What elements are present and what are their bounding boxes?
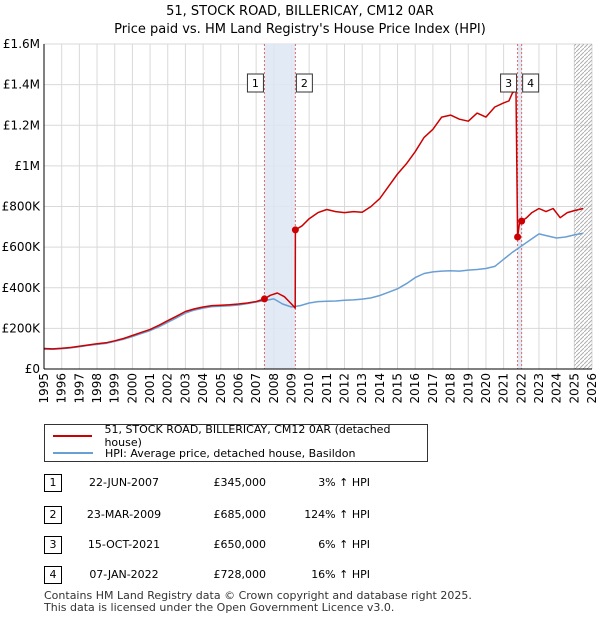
x-tick-label: 2009 <box>284 373 298 404</box>
transaction-price: £728,000 <box>213 568 267 581</box>
transaction-hpi-change: 6% ↑ HPI <box>318 538 370 551</box>
marker-label-box <box>246 73 264 93</box>
x-tick-label: 2004 <box>196 373 210 404</box>
shaded-period <box>517 44 522 369</box>
y-tick-label: £1.6M <box>3 37 40 51</box>
transaction-price: £650,000 <box>213 538 267 551</box>
hatched-region <box>574 44 592 369</box>
marker-label: 3 <box>505 77 512 90</box>
transaction-row: 2 23-MAR-2009 £685,000 124% ↑ HPI <box>0 506 600 526</box>
sale-point <box>260 295 268 303</box>
transaction-date: 07-JAN-2022 <box>89 568 159 581</box>
transaction-number: 3 <box>44 536 62 554</box>
x-tick-label: 2023 <box>532 373 546 404</box>
shaded-period <box>264 44 296 369</box>
x-tick-label: 2001 <box>143 373 157 404</box>
x-tick-label: 2018 <box>444 373 458 404</box>
x-tick-label: 2016 <box>408 373 422 404</box>
footer-line: Contains HM Land Registry data © Crown c… <box>44 589 472 602</box>
legend-item-hpi: HPI: Average price, detached house, Basi… <box>53 445 355 461</box>
y-tick-label: £600K <box>2 240 42 254</box>
x-tick-label: 2006 <box>231 373 245 404</box>
legend-item-property: 51, STOCK ROAD, BILLERICAY, CM12 0AR (de… <box>53 423 427 449</box>
price-chart: 51, STOCK ROAD, BILLERICAY, CM12 0AR Pri… <box>2 4 599 404</box>
transaction-row: 4 07-JAN-2022 £728,000 16% ↑ HPI <box>0 566 600 586</box>
y-tick-label: £0 <box>25 362 40 376</box>
x-tick-label: 2007 <box>249 373 263 404</box>
x-tick-label: 2000 <box>125 373 139 404</box>
x-tick-label: 1995 <box>37 373 51 404</box>
transaction-number: 4 <box>44 566 62 584</box>
y-tick-label: £800K <box>2 200 42 214</box>
y-tick-label: £200K <box>2 321 42 335</box>
transaction-row: 3 15-OCT-2021 £650,000 6% ↑ HPI <box>0 536 600 556</box>
legend-label-hpi: HPI: Average price, detached house, Basi… <box>105 446 356 460</box>
x-tick-label: 2025 <box>567 373 581 404</box>
x-tick-label: 2020 <box>479 373 493 404</box>
transaction-date: 22-JUN-2007 <box>88 476 160 489</box>
x-tick-label: 2012 <box>338 373 352 404</box>
marker-label: 2 <box>301 77 308 90</box>
x-tick-label: 2017 <box>426 373 440 404</box>
x-tick-label: 2015 <box>391 373 405 404</box>
chart-legend: 51, STOCK ROAD, BILLERICAY, CM12 0AR (de… <box>44 423 428 462</box>
transaction-number: 2 <box>44 506 62 524</box>
transaction-date: 15-OCT-2021 <box>87 538 161 551</box>
x-tick-label: 2003 <box>178 373 192 404</box>
legend-swatch-hpi <box>53 452 93 454</box>
legend-swatch-property <box>53 435 93 437</box>
x-tick-label: 2021 <box>497 373 511 404</box>
transaction-hpi-change: 16% ↑ HPI <box>311 568 370 581</box>
x-tick-label: 1996 <box>55 373 69 404</box>
series-line-property <box>43 89 584 350</box>
sale-point <box>291 226 299 234</box>
sale-point <box>518 217 526 225</box>
transaction-hpi-change: 124% ↑ HPI <box>304 508 370 521</box>
marker-label-box <box>500 73 518 93</box>
transaction-price: £685,000 <box>213 508 267 521</box>
transaction-number: 1 <box>44 474 62 492</box>
chart-title: 51, STOCK ROAD, BILLERICAY, CM12 0AR <box>166 4 434 19</box>
transaction-date: 23-MAR-2009 <box>86 508 162 521</box>
sale-point <box>514 233 522 241</box>
y-tick-label: £1.2M <box>3 118 40 132</box>
x-tick-label: 2010 <box>302 373 316 404</box>
marker-label: 1 <box>252 77 259 90</box>
x-tick-label: 2019 <box>461 373 475 404</box>
marker-label: 4 <box>527 77 534 90</box>
x-tick-label: 2008 <box>267 373 281 404</box>
x-tick-label: 2024 <box>550 373 564 404</box>
x-tick-label: 2005 <box>214 373 228 404</box>
chart-subtitle: Price paid vs. HM Land Registry's House … <box>114 22 486 37</box>
y-tick-label: £1.4M <box>3 78 40 92</box>
x-tick-label: 1999 <box>108 373 122 404</box>
marker-label-box <box>295 73 313 93</box>
x-tick-label: 1998 <box>90 373 104 404</box>
series-line-hpi <box>43 232 584 351</box>
x-tick-label: 1997 <box>72 373 86 404</box>
y-tick-label: £1M <box>14 159 40 173</box>
legend-label-property: 51, STOCK ROAD, BILLERICAY, CM12 0AR (de… <box>104 423 391 449</box>
transaction-price: £345,000 <box>213 476 267 489</box>
transaction-row: 1 22-JUN-2007 £345,000 3% ↑ HPI <box>0 474 600 494</box>
x-tick-label: 2022 <box>514 373 528 404</box>
y-tick-label: £400K <box>2 281 42 295</box>
x-tick-label: 2011 <box>320 373 334 404</box>
x-tick-label: 2013 <box>355 373 369 404</box>
footer-line: This data is licensed under the Open Gov… <box>44 601 395 614</box>
x-tick-label: 2026 <box>585 373 599 404</box>
footer-attribution: Contains HM Land Registry data © Crown c… <box>44 590 472 614</box>
marker-label-box <box>522 73 540 93</box>
x-tick-label: 2014 <box>373 373 387 404</box>
transaction-hpi-change: 3% ↑ HPI <box>318 476 370 489</box>
x-tick-label: 2002 <box>161 373 175 404</box>
